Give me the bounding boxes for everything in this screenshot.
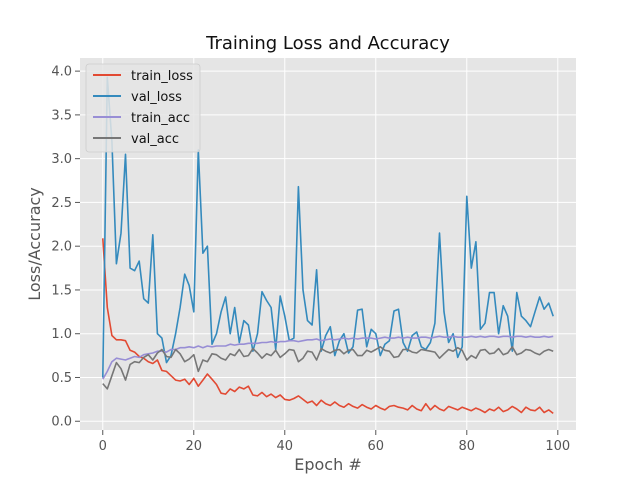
y-ticks: 0.0 0.5 1.0 1.5 2.0 2.5 3.0 3.5 4.0 — [51, 65, 80, 430]
legend-label-val_loss: val_loss — [131, 90, 182, 105]
x-axis-label: Epoch # — [294, 455, 361, 474]
x-tick-label: 60 — [368, 439, 385, 454]
series-line-val_acc — [102, 345, 554, 390]
y-tick-label: 1.5 — [51, 283, 72, 298]
x-ticks: 0 20 40 60 80 100 — [99, 430, 570, 454]
y-axis-label: Loss/Accuracy — [25, 187, 44, 301]
series-line-train_acc — [102, 335, 554, 380]
x-tick-label: 20 — [185, 439, 202, 454]
legend-label-train_acc: train_acc — [131, 111, 190, 126]
y-tick-label: 4.0 — [51, 65, 72, 80]
y-tick-label: 0.5 — [51, 371, 72, 386]
x-tick-label: 80 — [459, 439, 476, 454]
y-tick-label: 0.0 — [51, 415, 72, 430]
y-tick-label: 2.5 — [51, 196, 72, 211]
series-line-val_loss — [102, 76, 554, 378]
legend: train_loss val_loss train_acc val_acc — [85, 63, 201, 153]
series-lines — [102, 76, 554, 415]
y-tick-label: 2.0 — [51, 240, 72, 255]
legend-label-train_loss: train_loss — [131, 69, 193, 84]
legend-box — [85, 63, 201, 153]
grid — [80, 58, 576, 430]
y-tick-label: 3.5 — [51, 108, 72, 123]
legend-label-val_acc: val_acc — [131, 132, 179, 147]
x-tick-label: 40 — [276, 439, 293, 454]
y-tick-label: 3.0 — [51, 152, 72, 167]
x-tick-label: 100 — [545, 439, 570, 454]
chart-title: Training Loss and Accuracy — [205, 33, 450, 54]
y-tick-label: 1.0 — [51, 327, 72, 342]
series-line-train_loss — [102, 238, 554, 415]
x-tick-label: 0 — [99, 439, 107, 454]
